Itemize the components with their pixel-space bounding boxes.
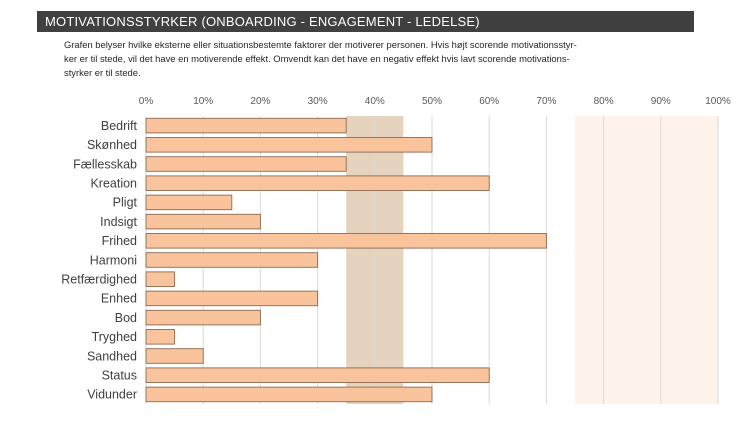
bar-harmoni [145,252,319,268]
x-tick-label: 90% [651,96,671,107]
x-tick-label: 40% [365,96,385,107]
description-line: styrker er til stede. [64,67,141,78]
bar-pligt [145,194,233,211]
x-tick-label: 70% [536,96,556,107]
bar-retfærdighed [145,271,176,287]
x-tick-label: 10% [193,96,213,107]
category-label: Retfærdighed [61,273,137,287]
bar-sandhed [145,348,204,364]
bar-vidunder [145,386,433,403]
category-label: Bedrift [101,119,138,133]
bar-tryghed [145,329,176,345]
x-tick-label: 20% [250,96,270,107]
category-label: Kreation [90,177,137,191]
bar-status [145,367,490,383]
x-tick-label: 0% [139,96,154,107]
description-line: ker er til stede, vil det have en motive… [64,53,570,64]
x-tick-label: 80% [594,96,614,107]
bar-frihed [145,233,547,249]
bar-indsigt [145,213,261,230]
category-label: Frihed [102,234,137,248]
x-tick-label: 50% [422,96,442,107]
x-tick-label: 60% [479,96,499,107]
bar-bedrift [145,117,347,134]
category-label: Harmoni [90,253,137,267]
description-line: Grafen belyser hvilke eksterne eller sit… [64,39,577,50]
bar-bod [145,309,261,326]
bar-fællesskab [145,156,347,172]
bar-enhed [145,290,319,307]
category-label: Enhed [101,292,137,306]
section-title: MOTIVATIONSSTYRKER (ONBOARDING - ENGAGEM… [45,14,480,29]
section-title-bar: MOTIVATIONSSTYRKER (ONBOARDING - ENGAGEM… [37,11,694,32]
category-label: Sandhed [87,349,137,363]
category-label: Skønhed [87,138,137,152]
x-tick-label: 30% [308,96,328,107]
bar-skønhed [145,137,433,153]
category-label: Vidunder [87,388,137,402]
category-label: Bod [115,311,137,325]
category-label: Pligt [113,196,138,210]
range-band-high-range [575,116,718,404]
category-label: Tryghed [92,330,137,344]
category-label: Status [102,369,137,383]
chart-description: Grafen belyser hvilke eksterne eller sit… [64,38,684,80]
category-label: Indsigt [100,215,137,229]
x-tick-label: 100% [705,96,731,107]
bar-kreation [145,175,490,191]
category-label: Fællesskab [73,157,137,171]
